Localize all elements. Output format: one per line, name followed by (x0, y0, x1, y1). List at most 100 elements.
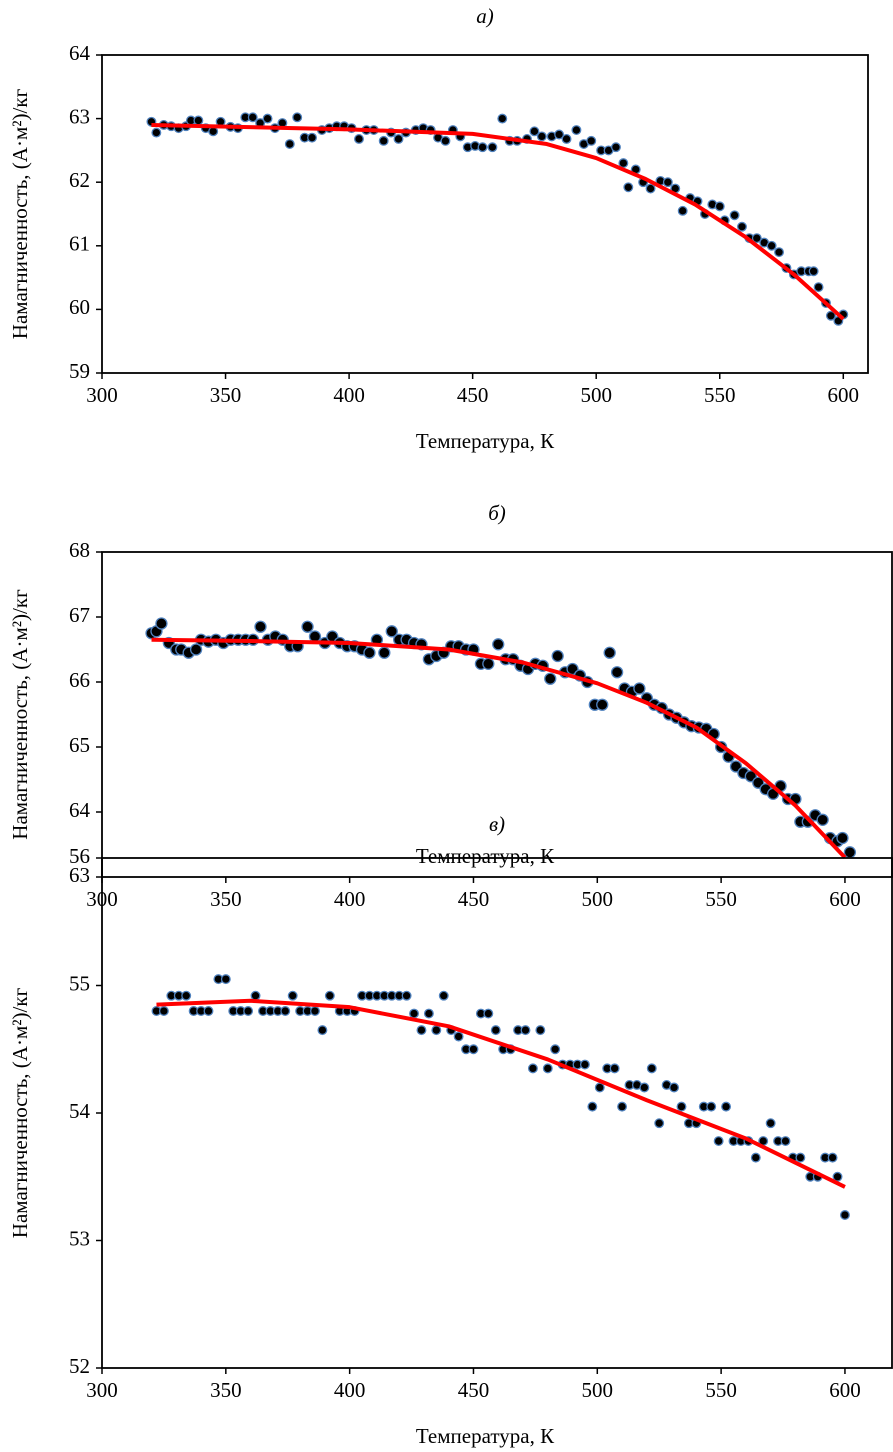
x-tick-label: 350 (210, 1378, 242, 1402)
data-point (544, 672, 557, 685)
chart-title: а) (476, 4, 494, 28)
fit-line (151, 637, 847, 859)
data-point (243, 1006, 254, 1016)
data-point (440, 135, 451, 146)
data-point (729, 210, 740, 221)
chart-title: б) (488, 501, 506, 525)
data-point (706, 1101, 717, 1112)
data-point (662, 177, 673, 188)
data-point (453, 1031, 464, 1042)
x-axis-label: Температура, К (416, 844, 555, 868)
y-tick-label: 64 (69, 41, 91, 65)
y-tick-label: 56 (69, 844, 90, 868)
data-point (535, 1025, 546, 1036)
chart-panel: а) Температура, К Намагниченность, (А·м²)/… (8, 4, 869, 453)
data-point (836, 831, 849, 845)
x-tick-label: 500 (582, 887, 614, 911)
y-tick-label: 62 (69, 168, 90, 192)
x-tick-label: 400 (333, 383, 365, 407)
plot-frame (101, 54, 869, 374)
data-point (795, 1152, 806, 1163)
y-tick-label: 55 (69, 971, 90, 995)
data-point (586, 135, 597, 146)
y-tick-label: 65 (69, 733, 90, 757)
data-point (438, 990, 449, 1001)
y-axis-label: Намагниченность, (А·м²)/кг (8, 589, 32, 840)
data-point (542, 1063, 553, 1074)
data-point (487, 142, 498, 153)
data-point (603, 646, 616, 659)
data-point (751, 233, 762, 244)
data-point (247, 112, 258, 123)
y-tick-label: 53 (69, 1226, 90, 1250)
data-point (490, 1025, 501, 1036)
data-point (151, 127, 162, 138)
y-tick-label: 63 (69, 863, 90, 887)
data-point (189, 643, 203, 656)
y-tick-label: 63 (69, 104, 90, 128)
y-tick-label: 52 (69, 1354, 90, 1378)
data-point (393, 134, 404, 144)
data-point (721, 1101, 732, 1112)
data-point (813, 282, 824, 293)
x-tick-label: 500 (582, 1378, 614, 1402)
data-point (378, 646, 391, 659)
data-point (550, 1044, 561, 1055)
data-point (409, 1008, 419, 1019)
y-axis-label: Намагниченность, (А·м²)/кг (8, 987, 32, 1238)
data-point (579, 1059, 590, 1070)
data-point (610, 666, 624, 679)
data-point (654, 1118, 665, 1129)
data-point (529, 126, 540, 137)
data-point (416, 1025, 427, 1036)
x-axis-label: Температура, К (416, 429, 555, 453)
data-point (280, 1006, 291, 1016)
x-tick-label: 450 (458, 1378, 490, 1402)
data-point (431, 1025, 442, 1036)
data-point (827, 1152, 838, 1163)
x-tick-label: 550 (705, 1378, 737, 1402)
data-point (750, 1152, 761, 1163)
chart-panel: б) Температура, К Намагниченность, (А·м²)/… (8, 501, 893, 911)
data-point (617, 1101, 628, 1112)
data-point (317, 1025, 328, 1036)
x-tick-label: 400 (334, 887, 366, 911)
data-point (645, 183, 656, 194)
data-point (287, 990, 298, 1001)
y-axis-label: Намагниченность, (А·м²)/кг (8, 88, 32, 339)
data-point (220, 974, 231, 985)
data-point (816, 813, 829, 826)
data-point (714, 201, 725, 212)
data-point (623, 182, 634, 193)
data-point (310, 1006, 320, 1016)
x-tick-label: 350 (210, 383, 242, 407)
x-tick-label: 600 (829, 887, 861, 911)
data-point (483, 1008, 494, 1019)
data-point (423, 1008, 434, 1019)
data-point (713, 1136, 724, 1147)
data-point (301, 620, 314, 633)
data-point (158, 1006, 169, 1016)
y-tick-label: 68 (69, 538, 90, 562)
data-point (609, 1063, 620, 1074)
x-tick-label: 400 (334, 1378, 366, 1402)
data-point (482, 657, 495, 670)
data-point (385, 625, 398, 638)
data-point (468, 1044, 479, 1055)
data-point (250, 990, 261, 1001)
data-point (155, 617, 168, 630)
data-point (611, 142, 621, 153)
data-point (354, 134, 364, 144)
data-point (780, 1136, 791, 1147)
data-point (477, 142, 488, 153)
data-point (561, 134, 572, 144)
data-point (639, 1082, 650, 1093)
data-point (520, 1025, 531, 1036)
y-tick-label: 61 (69, 232, 90, 256)
data-point (536, 131, 547, 142)
data-point (832, 1171, 843, 1182)
chart-panel: в) Температура, К Намагниченность, (А·м²)/… (8, 812, 893, 1448)
x-tick-label: 600 (829, 1378, 861, 1402)
data-point (193, 115, 204, 126)
